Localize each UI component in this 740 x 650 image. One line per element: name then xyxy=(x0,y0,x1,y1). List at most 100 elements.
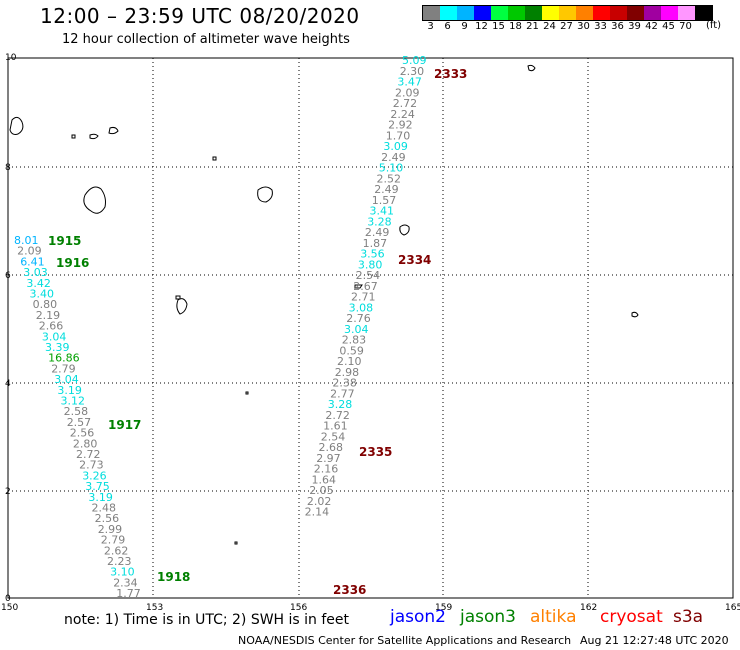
legend-label: 24 xyxy=(543,21,556,32)
track1-values: 8.012.096.413.033.423.400.802.192.663.04… xyxy=(14,234,141,600)
wave-height-value: 1.87 xyxy=(363,237,388,250)
wave-height-value: 1.70 xyxy=(386,129,411,142)
legend-swatch xyxy=(457,6,474,20)
wave-height-value: 2.56 xyxy=(95,512,120,525)
legend-label: 21 xyxy=(526,21,539,32)
wave-height-value: 2.14 xyxy=(305,506,330,519)
legend-swatch xyxy=(627,6,644,20)
wave-height-value: 2.30 xyxy=(400,65,425,78)
wave-height-value: 2.10 xyxy=(337,355,362,368)
wave-height-value: 2.54 xyxy=(356,269,381,282)
wave-height-value: 2.72 xyxy=(76,448,101,461)
island-outline xyxy=(9,116,24,135)
legend-label: 30 xyxy=(577,21,590,32)
wave-height-value: 3.39 xyxy=(45,341,70,354)
legend-sat-cryosat: cryosat xyxy=(600,607,663,627)
map-title: 12:00 – 23:59 UTC 08/20/2020 xyxy=(40,4,360,28)
wave-height-value: 2.24 xyxy=(390,108,415,121)
island-outline xyxy=(175,295,181,300)
y-tick-6: 6 xyxy=(5,271,11,281)
legend-swatch xyxy=(695,6,712,20)
wave-height-value: 3.04 xyxy=(344,323,369,336)
y-tick-10: 10 xyxy=(5,53,17,63)
wave-height-value: 3.03 xyxy=(23,266,48,279)
legend-sat-altika: altika xyxy=(530,607,577,627)
wave-height-value: 2.09 xyxy=(395,86,420,99)
island-outline xyxy=(108,126,119,135)
wave-height-value: 2.54 xyxy=(321,430,346,443)
legend-label: 45 xyxy=(662,21,675,32)
legend-swatch xyxy=(559,6,576,20)
legend-swatch xyxy=(491,6,508,20)
island-outline xyxy=(212,156,217,161)
credit-timestamp: Aug 21 12:27:48 UTC 2020 xyxy=(580,634,729,647)
island-outline xyxy=(257,186,273,203)
legend-label: 36 xyxy=(611,21,624,32)
legend-unit: (ft) xyxy=(706,20,722,31)
map-frame xyxy=(7,57,734,599)
island-outline xyxy=(245,391,249,395)
legend-swatch xyxy=(576,6,593,20)
wave-height-value: 2.92 xyxy=(388,119,413,132)
legend-label: 12 xyxy=(475,21,488,32)
legend-label: 42 xyxy=(645,21,658,32)
wave-height-value: 16.86 xyxy=(48,352,80,365)
island-outline xyxy=(631,311,639,318)
wave-height-value: 2.76 xyxy=(346,312,371,325)
wave-height-value: 2.62 xyxy=(104,544,128,557)
wave-height-value: 2.23 xyxy=(107,555,132,568)
wave-height-value: 2.80 xyxy=(73,437,98,450)
x-tick-156: 156 xyxy=(290,603,307,613)
wave-height-value: 2.72 xyxy=(393,97,418,110)
legend-label: 9 xyxy=(461,21,468,32)
wave-height-value: 1.64 xyxy=(312,473,337,486)
legend-swatch xyxy=(678,6,695,20)
legend-label: 15 xyxy=(492,21,505,32)
pass-time-1918: 1918 xyxy=(157,570,190,584)
legend-swatch xyxy=(593,6,610,20)
wave-height-value: 2.52 xyxy=(377,172,402,185)
wave-height-value: 2.09 xyxy=(17,245,41,258)
y-tick-8: 8 xyxy=(5,163,11,173)
wave-height-value: 3.42 xyxy=(26,277,51,290)
wave-height-value: 0.80 xyxy=(33,298,58,311)
islands xyxy=(9,64,639,545)
legend-swatch xyxy=(440,6,457,20)
wave-height-value: 3.28 xyxy=(367,215,392,228)
wave-height-value: 2.73 xyxy=(79,459,104,472)
wave-height-value: 3.04 xyxy=(54,373,79,386)
legend-label: 6 xyxy=(444,21,451,32)
wave-height-value: 2.99 xyxy=(98,523,123,536)
wave-height-value: 2.58 xyxy=(64,405,89,418)
island-outline xyxy=(176,298,188,315)
legend-swatch xyxy=(508,6,525,20)
wave-height-value: 3.80 xyxy=(358,258,383,271)
wave-height-value: 2.68 xyxy=(319,441,344,454)
wave-height-value: 2.79 xyxy=(51,362,75,375)
wave-height-value: 2.77 xyxy=(330,387,355,400)
legend-swatch xyxy=(525,6,542,20)
wave-height-value: 2.97 xyxy=(316,452,341,465)
y-tick-4: 4 xyxy=(5,379,11,389)
wave-height-value: 3.41 xyxy=(370,205,395,218)
wave-height-value: 2.72 xyxy=(325,409,350,422)
pass-time-1917: 1917 xyxy=(108,418,141,432)
legend-swatch xyxy=(542,6,559,20)
wave-height-value: 8.01 xyxy=(14,234,39,247)
wave-height-value: 3.47 xyxy=(397,76,422,89)
legend-swatch xyxy=(661,6,678,20)
track2-values: 5.092.303.472.092.722.242.921.703.092.49… xyxy=(305,54,427,519)
island-outline xyxy=(399,224,410,236)
y-tick-2: 2 xyxy=(5,487,11,497)
wave-height-value: 3.56 xyxy=(360,248,385,261)
legend-swatch xyxy=(644,6,661,20)
pass-time-1915: 1915 xyxy=(48,234,81,248)
pass-time-2335: 2335 xyxy=(359,445,392,459)
x-tick-165: 165 xyxy=(725,603,740,613)
wave-height-value: 5.10 xyxy=(379,162,404,175)
pass-time-1916: 1916 xyxy=(56,256,89,270)
wave-height-value: 0.59 xyxy=(339,344,364,357)
color-legend: 3 6 9 12 15 18 21 24 27 30 33 36 39 42 45 70 (ft) xyxy=(422,5,721,32)
wave-height-value: 2.57 xyxy=(67,416,92,429)
wave-height-value: 2.98 xyxy=(335,366,360,379)
